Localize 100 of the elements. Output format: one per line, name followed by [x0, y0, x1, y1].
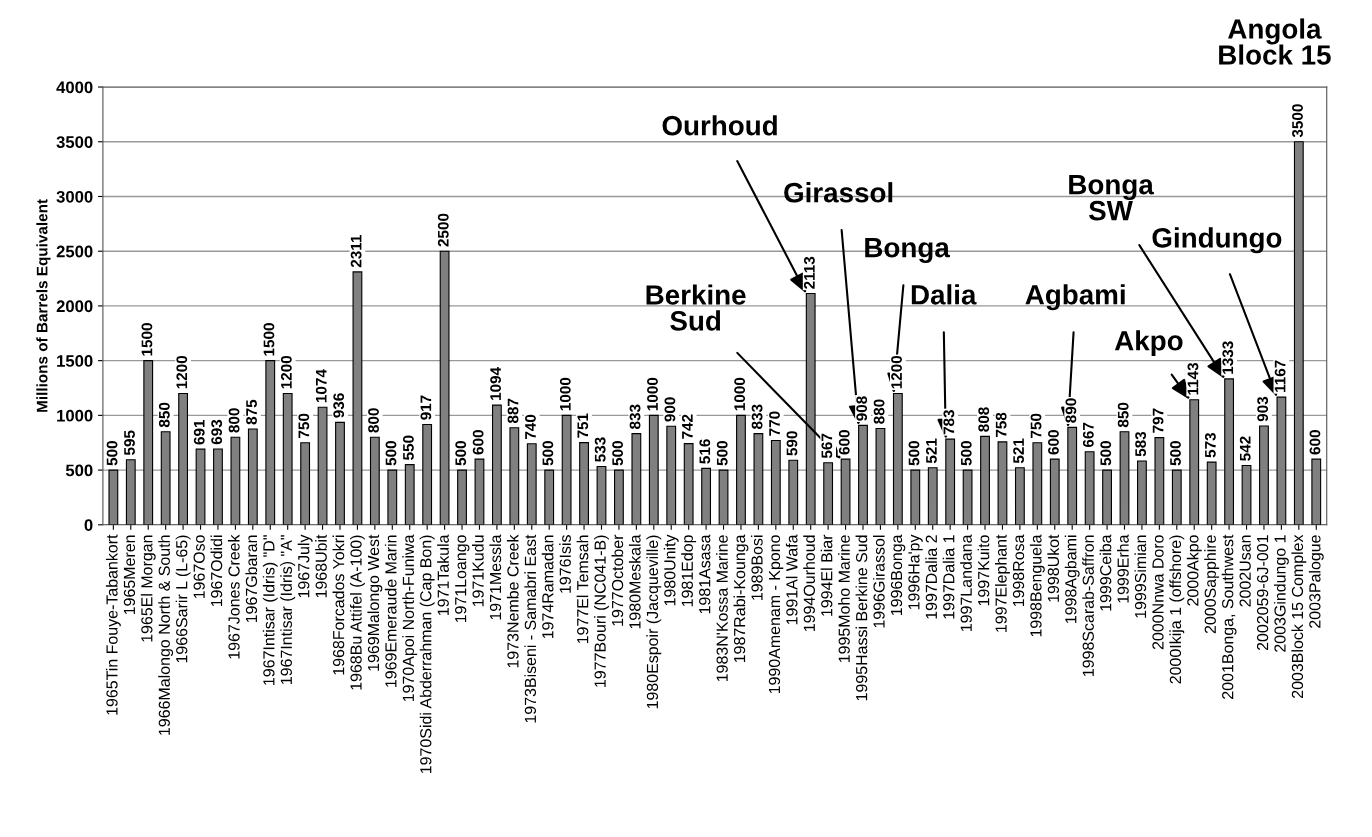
- x-tick-label: 1977October: [611, 534, 624, 626]
- x-tick-label: 2001Bonga, Southwest: [1221, 534, 1237, 699]
- x-tick-label: 2002Usan: [1239, 535, 1251, 607]
- data-label: 600: [838, 430, 850, 455]
- data-label: 500: [716, 441, 728, 466]
- data-label: 900: [664, 397, 676, 422]
- data-label: 542: [1239, 436, 1251, 461]
- annotation: Dalia: [911, 284, 977, 305]
- data-label: 590: [786, 431, 798, 456]
- x-tick-label: 1998Rosa: [1012, 534, 1025, 607]
- x-tick-label: 1996Bonga: [890, 534, 906, 616]
- data-label: 1000: [734, 377, 746, 411]
- x-tick-label: 2002059-6J-001: [1256, 535, 1269, 651]
- x-tick-label: 1967Jones Creek: [227, 534, 240, 659]
- data-label: 742: [681, 414, 693, 439]
- x-tick-label: 2000Akpo: [1186, 535, 1202, 606]
- y-axis-title: Millions of Barrels Equivalent: [36, 199, 51, 412]
- data-label: 500: [455, 441, 467, 466]
- annotation: Berkine Sud: [646, 284, 746, 331]
- data-label: 1094: [490, 367, 501, 400]
- x-tick-label: 1971Loango: [455, 535, 470, 623]
- data-label: 740: [525, 414, 536, 439]
- x-tick-label: 1967Intisar (Idris) "A": [280, 535, 296, 684]
- x-tick-label: 1996Girassol: [872, 535, 885, 628]
- x-tick-label: 2000Nnwa Doro: [1152, 535, 1164, 650]
- data-label: 875: [246, 399, 257, 425]
- x-tick-label: 1967Odidi: [210, 535, 223, 607]
- y-tick-label: 1000: [57, 409, 93, 422]
- y-tick-label: 1500: [57, 355, 93, 367]
- data-label: 797: [1152, 408, 1164, 433]
- data-label: 500: [542, 441, 554, 466]
- y-tick-label: 500: [65, 464, 93, 477]
- data-label: 573: [1204, 432, 1216, 458]
- y-tick-label: 0: [84, 519, 93, 531]
- data-label: 1000: [559, 377, 571, 411]
- data-label: 500: [1100, 441, 1112, 466]
- x-tick-label: 1999Simian: [1134, 535, 1147, 618]
- data-label: 751: [577, 413, 589, 438]
- x-tick-label: 1976Isis: [559, 535, 571, 593]
- data-label: 833: [751, 404, 763, 429]
- x-tick-label: 2003Gindungo 1: [1273, 535, 1289, 652]
- x-tick-label: 1994Ourhoud: [803, 535, 815, 631]
- data-label: 850: [158, 402, 170, 428]
- data-label: 887: [507, 398, 519, 424]
- annotation: Bonga SW: [1069, 175, 1154, 221]
- y-tick-label: 3000: [56, 190, 93, 203]
- data-label: 808: [978, 407, 990, 432]
- x-tick-label: 1966Malongo North & South: [158, 535, 174, 735]
- x-tick-label: 1973Nembe Creek: [506, 534, 519, 668]
- data-label: 500: [908, 441, 920, 466]
- data-label: 693: [211, 419, 223, 445]
- x-tick-label: 1970Sidi Abderrahman (Cap Bon): [419, 535, 435, 774]
- data-label: 917: [420, 395, 432, 420]
- y-tick-label: 2000: [56, 300, 93, 313]
- x-tick-label: 1998Benguela: [1029, 534, 1045, 637]
- data-label: 758: [995, 412, 1007, 438]
- annotation: Girassol: [784, 182, 893, 203]
- x-tick-label: 1965Tin Fouye-Tabankort: [105, 534, 121, 715]
- data-label: 936: [333, 393, 345, 418]
- data-label: 521: [1013, 438, 1024, 464]
- x-tick-label: 1997Dalia 2: [925, 535, 938, 619]
- x-tick-label: 1973Biseni - Samabri East: [524, 534, 537, 723]
- data-label: 567: [821, 433, 833, 459]
- x-tick-label: 1980Unity: [663, 534, 679, 606]
- data-label: 800: [368, 408, 379, 433]
- data-label: 1143: [1187, 362, 1199, 395]
- x-tick-label: 1968Forcados Yokri: [332, 535, 345, 675]
- annotation: Gindungo: [1152, 227, 1282, 254]
- x-tick-label: 1995Moho Marine: [838, 535, 850, 663]
- y-tick-label: 4000: [56, 81, 93, 94]
- data-label: 533: [594, 437, 606, 462]
- x-tick-label: 1994El Biar: [820, 534, 833, 616]
- data-label: 770: [769, 411, 780, 436]
- data-label: 903: [1257, 396, 1269, 422]
- data-label: 1200: [891, 355, 902, 389]
- x-tick-label: 1991Al Wafa: [785, 534, 798, 625]
- y-tick-label: 2500: [56, 245, 93, 258]
- data-label: 550: [403, 435, 414, 460]
- x-tick-label: 1974Ramadan: [541, 535, 554, 639]
- data-label: 1200: [280, 355, 292, 389]
- x-tick-label: 1967Gbaran: [245, 535, 258, 623]
- x-tick-label: 1965Meren: [123, 535, 136, 615]
- data-label: 1500: [263, 323, 275, 356]
- data-label: 908: [856, 396, 868, 421]
- x-tick-label: 1999Ceiba: [1099, 534, 1112, 611]
- data-label: 583: [1135, 431, 1147, 457]
- data-label: 1333: [1222, 341, 1234, 374]
- x-tick-label: 1969Emeraude Marin: [384, 535, 397, 687]
- data-label: 516: [699, 439, 711, 464]
- x-tick-label: 1999Erha: [1117, 534, 1129, 603]
- data-label: 750: [298, 413, 310, 438]
- data-label: 3500: [1292, 104, 1303, 138]
- x-tick-label: 1998Scarab-Saffron: [1082, 535, 1094, 676]
- data-label: 890: [1065, 398, 1077, 423]
- x-tick-label: 1966Sarir L (L-65): [175, 535, 191, 663]
- data-label: 750: [1030, 413, 1042, 438]
- x-tick-label: 1996Ha'py: [908, 534, 923, 610]
- data-label: 2500: [437, 213, 449, 247]
- data-label: 800: [228, 408, 240, 433]
- data-label: 833: [629, 404, 641, 429]
